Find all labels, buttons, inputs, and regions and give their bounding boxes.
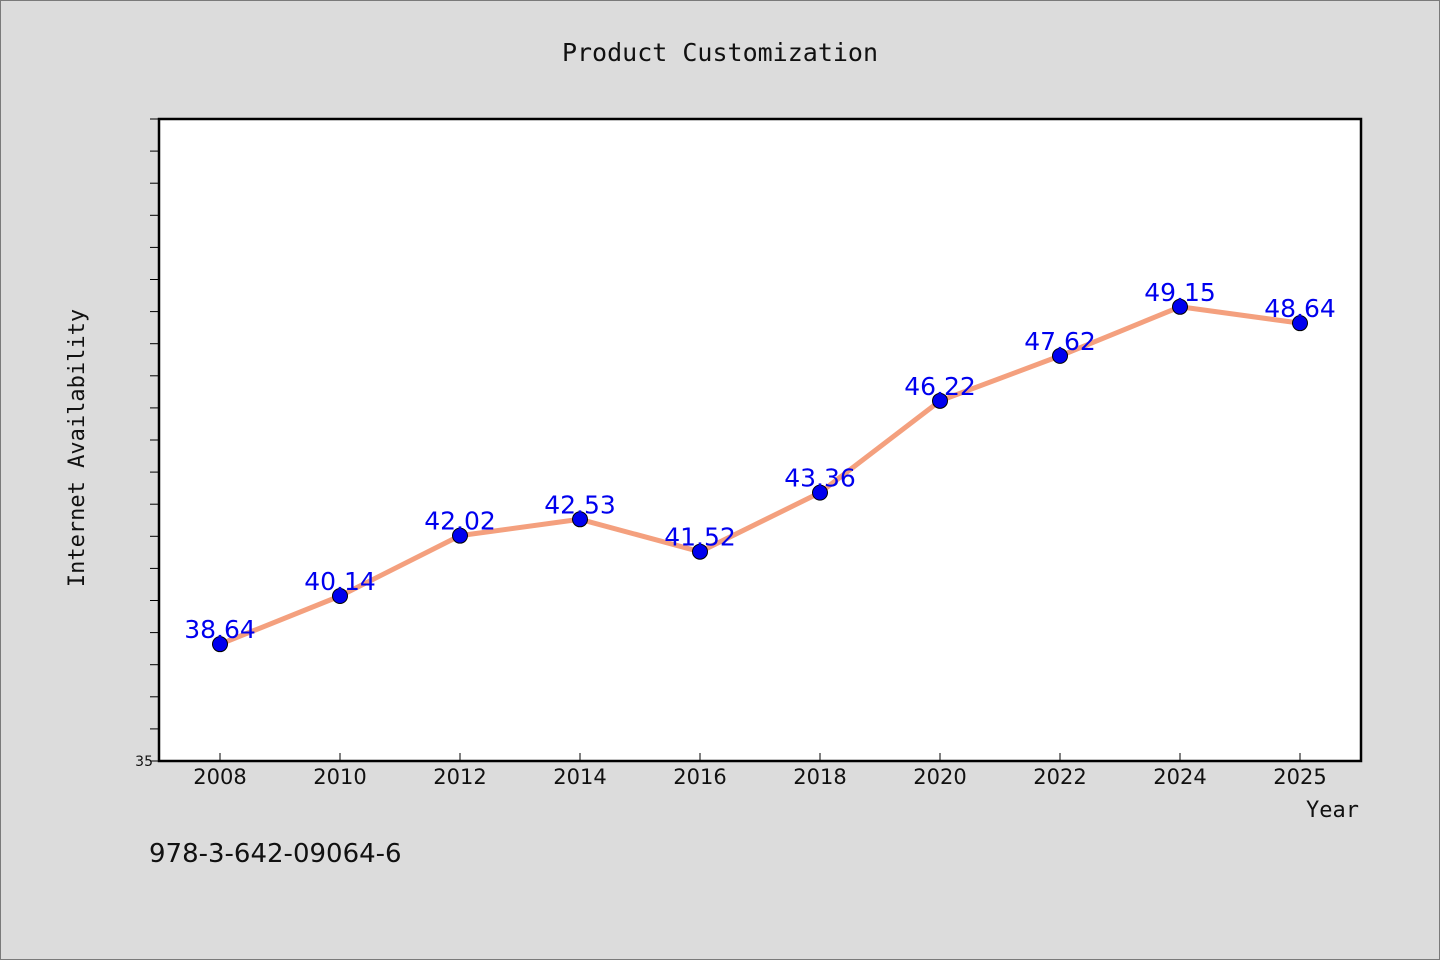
data-label: 42.53 [544, 490, 616, 519]
plot-area [157, 117, 1363, 763]
series-line [217, 304, 1303, 647]
x-axis-label: Year [1306, 798, 1359, 823]
x-tick-label: 2022 [1033, 765, 1086, 789]
data-point [1172, 298, 1188, 315]
data-label: 46.22 [904, 372, 976, 401]
x-tick-label: 2025 [1273, 765, 1326, 789]
data-labels-layer: 38.64 40.14 42.02 42.53 41.52 43.36 46.22 47.62… [184, 278, 1336, 644]
series-layer [212, 298, 1308, 653]
data-label: 43.36 [784, 464, 856, 493]
data-point [572, 511, 588, 528]
y-tick-label-35: 35 [135, 754, 153, 770]
x-tick-label: 2010 [313, 765, 366, 789]
data-point [692, 543, 708, 560]
data-point [1052, 347, 1068, 364]
data-label: 48.64 [1264, 294, 1336, 323]
data-label: 38.64 [184, 615, 256, 644]
y-axis-label: Internet Availability [65, 309, 90, 587]
data-label: 41.52 [664, 523, 736, 552]
chart-title: Product Customization [562, 38, 878, 67]
x-tick-label: 2024 [1153, 765, 1206, 789]
data-label: 49.15 [1144, 278, 1216, 307]
data-label: 47.62 [1024, 327, 1096, 356]
y-axis-ticks [150, 118, 159, 762]
x-tick-label: 2014 [553, 765, 606, 789]
data-point [212, 636, 228, 653]
data-point [932, 392, 948, 409]
data-label: 40.14 [304, 567, 376, 596]
x-tick-label: 2016 [673, 765, 726, 789]
data-point [1292, 315, 1308, 332]
x-tick-label: 2012 [433, 765, 486, 789]
x-tick-label: 2008 [193, 765, 246, 789]
x-axis-ticks: 2008 2010 2012 2014 2016 2018 2020 2022 2024 2025 [193, 753, 1327, 789]
data-point [812, 484, 828, 501]
data-point [452, 527, 468, 544]
data-label: 42.02 [424, 507, 496, 536]
x-tick-label: 2018 [793, 765, 846, 789]
x-tick-label: 2020 [913, 765, 966, 789]
data-point [332, 588, 348, 605]
isbn-text: 978-3-642-09064-6 [149, 839, 402, 869]
